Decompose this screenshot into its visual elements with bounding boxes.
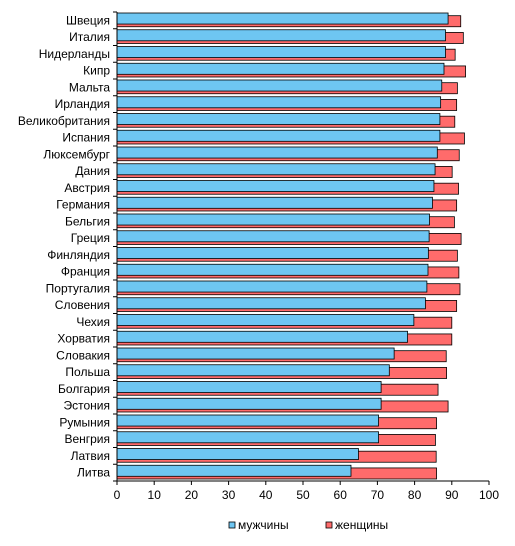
bar-men-14 bbox=[116, 247, 429, 259]
bar-men-13 bbox=[116, 230, 430, 243]
x-tick-label: 70 bbox=[371, 488, 385, 502]
bar-men-4 bbox=[116, 79, 443, 92]
category-label: Мальта bbox=[69, 80, 110, 94]
bar-men-15 bbox=[116, 263, 429, 276]
category-label: Люксембург bbox=[43, 147, 110, 161]
category-label: Великобритания bbox=[18, 114, 110, 128]
bar-men-2 bbox=[116, 46, 446, 58]
category-label: Австрия bbox=[64, 181, 110, 195]
category-label: Греция bbox=[71, 231, 110, 245]
bar-men-18 bbox=[116, 314, 415, 326]
category-label: Нидерланды bbox=[39, 47, 110, 61]
category-label: Швеция bbox=[66, 13, 110, 27]
bar-men-17 bbox=[116, 297, 426, 310]
x-tick-label: 80 bbox=[408, 488, 422, 502]
bar-men-11 bbox=[116, 196, 433, 209]
bar-men-23 bbox=[116, 397, 382, 410]
category-label: Чехия bbox=[76, 315, 110, 329]
category-label: Финляндия bbox=[47, 248, 110, 262]
bar-men-8 bbox=[116, 146, 438, 159]
legend-label-1: женщины bbox=[335, 518, 388, 532]
category-label: Румыния bbox=[59, 415, 110, 429]
bar-men-1 bbox=[116, 29, 446, 42]
bars-group bbox=[116, 12, 466, 480]
category-label: Хорватия bbox=[57, 332, 110, 346]
bar-men-12 bbox=[116, 213, 430, 226]
x-tick-label: 90 bbox=[445, 488, 459, 502]
legend-swatch-0 bbox=[228, 521, 236, 529]
category-label: Литва bbox=[77, 466, 110, 480]
x-tick-label: 20 bbox=[185, 488, 199, 502]
category-label: Польша bbox=[65, 365, 110, 379]
bar-men-19 bbox=[116, 330, 408, 343]
x-tick-label: 40 bbox=[259, 488, 273, 502]
category-label: Словения bbox=[55, 298, 110, 312]
category-labels: Швеция Италия Нидерланды Кипр Мальта Ирландия… bbox=[18, 11, 117, 482]
bar-men-7 bbox=[116, 129, 441, 142]
legend-swatch-1 bbox=[325, 521, 333, 529]
bar-men-6 bbox=[116, 113, 441, 125]
x-tick-label: 60 bbox=[334, 488, 348, 502]
x-tick-label: 10 bbox=[148, 488, 162, 502]
bar-men-0 bbox=[116, 12, 449, 25]
category-label: Эстония bbox=[64, 399, 111, 413]
x-tick-label: 0 bbox=[114, 488, 121, 502]
category-label: Словакия bbox=[56, 348, 110, 362]
category-label: Дания bbox=[75, 164, 110, 178]
bar-men-22 bbox=[116, 381, 382, 393]
bar-men-10 bbox=[116, 180, 435, 192]
legend: мужчины женщины bbox=[228, 518, 388, 532]
bar-men-3 bbox=[116, 62, 445, 75]
bar-men-24 bbox=[116, 414, 379, 427]
bar-men-26 bbox=[116, 448, 359, 460]
bar-men-21 bbox=[116, 364, 390, 377]
category-label: Кипр bbox=[83, 64, 110, 78]
category-label: Португалия bbox=[46, 281, 110, 295]
category-label: Бельгия bbox=[65, 214, 110, 228]
category-label: Италия bbox=[69, 30, 110, 44]
bar-men-16 bbox=[116, 280, 428, 293]
category-label: Латвия bbox=[71, 449, 110, 463]
x-tick-label: 30 bbox=[222, 488, 236, 502]
bar-men-9 bbox=[116, 163, 436, 176]
bar-men-25 bbox=[116, 431, 379, 444]
legend-label-0: мужчины bbox=[238, 518, 289, 532]
category-label: Венгрия bbox=[64, 432, 110, 446]
x-tick-label: 100 bbox=[479, 488, 499, 502]
category-label: Испания bbox=[62, 131, 110, 145]
category-label: Ирландия bbox=[55, 97, 110, 111]
category-label: Болгария bbox=[58, 382, 110, 396]
bar-men-5 bbox=[116, 96, 442, 109]
bar-men-20 bbox=[116, 347, 395, 360]
x-ticks: 0 10 20 30 40 50 60 70 80 90 100 bbox=[114, 481, 499, 502]
x-tick-label: 50 bbox=[296, 488, 310, 502]
category-label: Франция bbox=[61, 265, 110, 279]
bar-men-27 bbox=[116, 464, 352, 477]
category-label: Германия bbox=[56, 198, 110, 212]
